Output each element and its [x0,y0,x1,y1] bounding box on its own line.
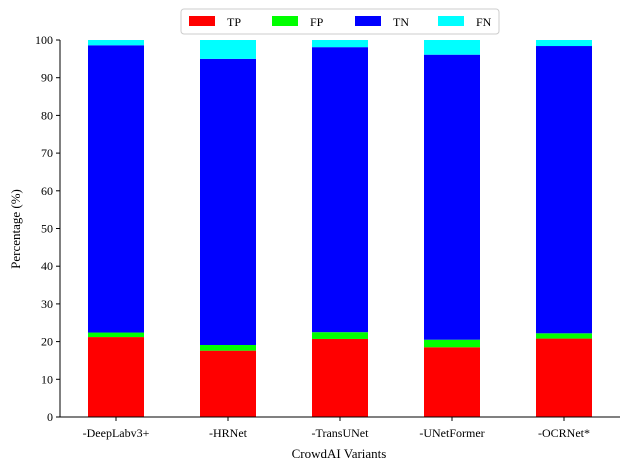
y-tick-label: 80 [41,108,53,122]
bar-tp-3 [424,347,480,417]
y-tick-label: 70 [41,146,53,160]
bar-tp-1 [200,350,256,417]
legend-swatch-fp [272,16,298,26]
bar-tp-0 [88,337,144,417]
y-tick-label: 50 [41,222,53,236]
legend-frame [180,8,500,35]
x-tick-label: -TransUNet [312,426,370,440]
x-tick-label: -OCRNet* [538,426,590,440]
y-tick-label: 100 [35,33,53,47]
bar-fp-2 [312,332,368,339]
legend-label-tp: TP [227,15,241,29]
y-tick-label: 20 [41,335,53,349]
y-tick-label: 30 [41,297,53,311]
y-tick-label: 0 [47,410,53,424]
y-tick-label: 10 [41,372,53,386]
y-tick-label: 40 [41,259,53,273]
y-axis-label: Percentage (%) [8,189,23,269]
bar-fp-4 [536,333,592,339]
bar-tn-1 [200,58,256,345]
bar-fn-4 [536,40,592,47]
bar-tp-4 [536,338,592,417]
axes-layer: 0 10 20 30 40 50 60 70 80 90 100 -DeepLabv3+ -HRNet -… [35,33,620,440]
legend-label-fn: FN [476,15,492,29]
legend-label-tn: TN [393,15,409,29]
bar-fn-0 [88,40,144,46]
x-tick-label: -UNetFormer [419,426,484,440]
legend-label-fp: FP [310,15,324,29]
legend-swatch-tn [355,16,381,26]
legend: TP FP TN FN [180,8,500,35]
x-tick-label: -HRNet [209,426,248,440]
bar-tn-0 [88,45,144,333]
bar-tp-2 [312,338,368,417]
x-tick-label: -DeepLabv3+ [83,426,150,440]
bar-fn-1 [200,40,256,59]
bar-fp-3 [424,339,480,348]
bar-tn-4 [536,46,592,334]
bar-fn-2 [312,40,368,48]
bar-fp-1 [200,344,256,351]
bar-tn-3 [424,54,480,340]
bar-fn-3 [424,40,480,55]
x-axis-label: CrowdAI Variants [292,446,387,461]
legend-swatch-fn [438,16,464,26]
y-tick-label: 90 [41,71,53,85]
bars-layer [88,40,592,417]
y-tick-label: 60 [41,184,53,198]
legend-swatch-tp [189,16,215,26]
bar-tn-2 [312,47,368,333]
bar-fp-0 [88,332,144,338]
